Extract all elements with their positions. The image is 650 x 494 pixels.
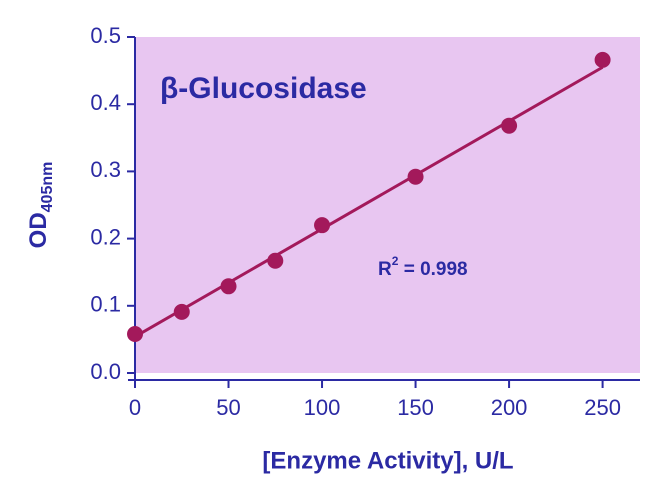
- y-tick-label: 0.5: [90, 23, 121, 48]
- annotation: R2 = 0.998: [378, 254, 468, 280]
- x-tick-label: 250: [584, 395, 621, 420]
- annotation-rest: = 0.998: [398, 259, 467, 280]
- y-tick-label: 0.2: [90, 224, 121, 249]
- data-point: [267, 252, 284, 269]
- x-tick-label: 100: [304, 395, 341, 420]
- data-point: [220, 278, 237, 295]
- x-axis-label: [Enzyme Activity], U/L: [262, 447, 513, 474]
- data-point: [173, 303, 190, 320]
- x-tick-label: 200: [491, 395, 528, 420]
- chart-title: β-Glucosidase: [160, 72, 367, 105]
- y-tick-label: 0.3: [90, 157, 121, 182]
- data-point: [314, 217, 331, 234]
- y-axis-label: OD405nm: [25, 162, 56, 249]
- x-tick-label: 150: [397, 395, 434, 420]
- y-tick-label: 0.0: [90, 359, 121, 384]
- x-tick-label: 50: [216, 395, 240, 420]
- y-tick-label: 0.1: [90, 292, 121, 317]
- y-axis-label-subscript: 405nm: [39, 162, 56, 213]
- data-point: [407, 168, 424, 185]
- x-tick-label: 0: [129, 395, 141, 420]
- y-axis-label-text: OD: [25, 212, 52, 248]
- data-point: [501, 117, 518, 134]
- fit-line: [134, 65, 604, 339]
- data-point: [594, 51, 611, 68]
- y-tick-label: 0.4: [90, 90, 121, 115]
- annotation-text: R: [378, 259, 392, 280]
- annotation-superscript: 2: [392, 254, 399, 268]
- data-point: [127, 326, 143, 343]
